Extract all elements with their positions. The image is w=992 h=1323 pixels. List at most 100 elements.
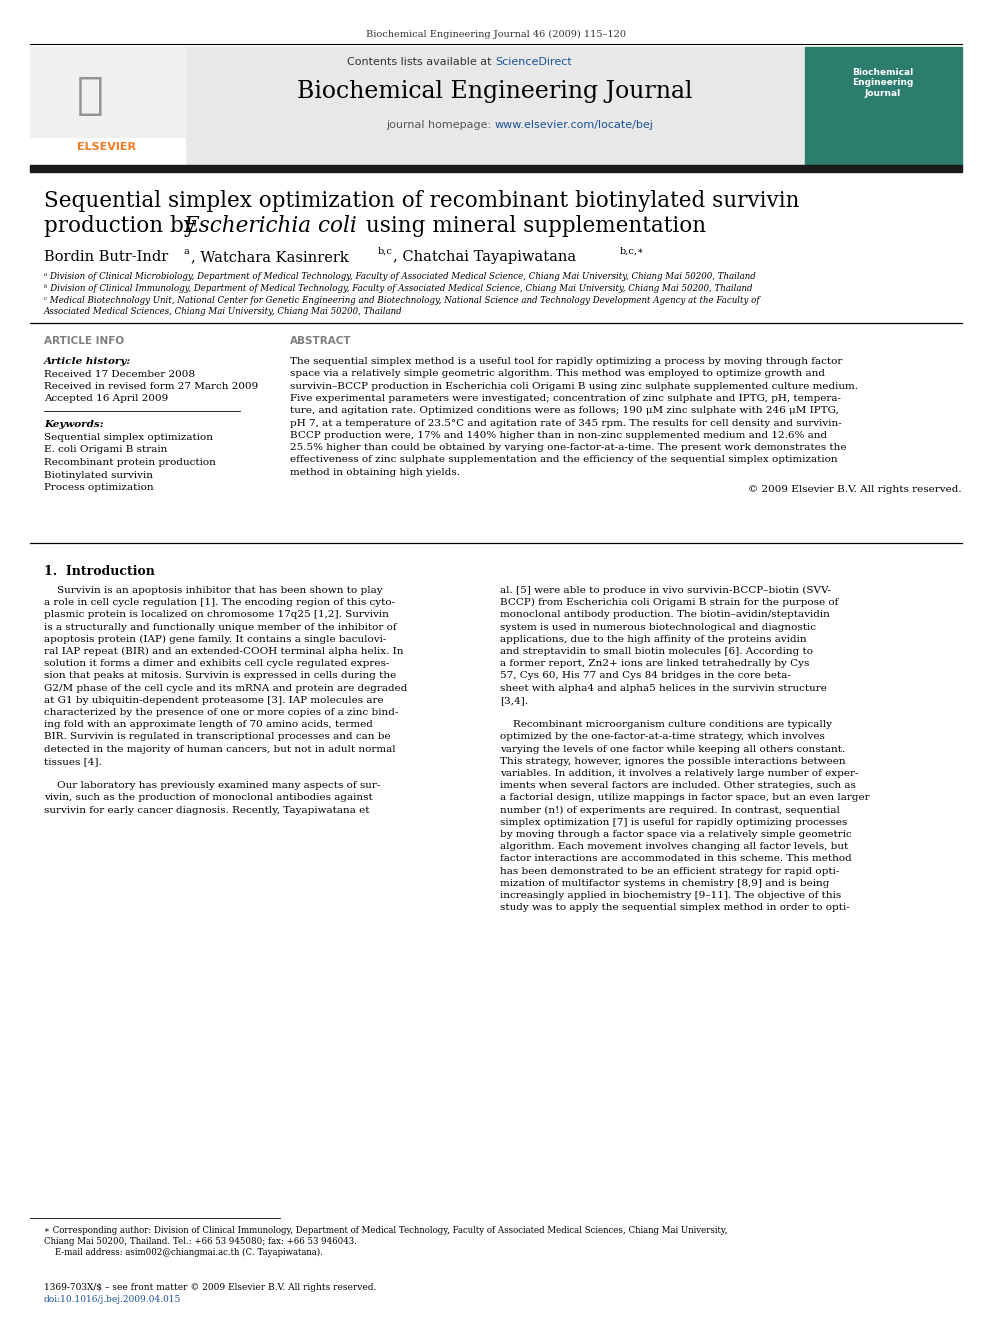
Text: al. [5] were able to produce in vivo survivin-BCCP–biotin (SVV-: al. [5] were able to produce in vivo sur… [500,586,831,595]
Text: effectiveness of zinc sulphate supplementation and the efficiency of the sequent: effectiveness of zinc sulphate supplemen… [290,455,837,464]
Text: This strategy, however, ignores the possible interactions between: This strategy, however, ignores the poss… [500,757,845,766]
Text: Process optimization: Process optimization [44,483,154,492]
Text: E. coli Origami B strain: E. coli Origami B strain [44,446,168,455]
Text: number (n!) of experiments are required. In contrast, sequential: number (n!) of experiments are required.… [500,806,840,815]
Text: iments when several factors are included. Other strategies, such as: iments when several factors are included… [500,781,856,790]
Text: study was to apply the sequential simplex method in order to opti-: study was to apply the sequential simple… [500,904,850,912]
Text: sheet with alpha4 and alpha5 helices in the survivin structure: sheet with alpha4 and alpha5 helices in … [500,684,827,693]
Text: BIR. Survivin is regulated in transcriptional processes and can be: BIR. Survivin is regulated in transcript… [44,733,391,741]
Text: b,c,∗: b,c,∗ [620,247,645,255]
Text: journal homepage:: journal homepage: [386,120,495,130]
Text: [3,4].: [3,4]. [500,696,528,705]
Text: Accepted 16 April 2009: Accepted 16 April 2009 [44,394,169,404]
Text: G2/M phase of the cell cycle and its mRNA and protein are degraded: G2/M phase of the cell cycle and its mRN… [44,684,408,693]
Text: mization of multifactor systems in chemistry [8,9] and is being: mization of multifactor systems in chemi… [500,878,829,888]
Text: , Chatchai Tayapiwatana: , Chatchai Tayapiwatana [393,250,580,265]
Text: Escherichia coli: Escherichia coli [183,216,357,237]
Text: by moving through a factor space via a relatively simple geometric: by moving through a factor space via a r… [500,830,852,839]
Text: a former report, Zn2+ ions are linked tetrahedrally by Cys: a former report, Zn2+ ions are linked te… [500,659,809,668]
Bar [30,165,962,172]
Text: Biotinylated survivin: Biotinylated survivin [44,471,153,479]
Text: ScienceDirect: ScienceDirect [495,57,571,67]
Text: © 2009 Elsevier B.V. All rights reserved.: © 2009 Elsevier B.V. All rights reserved… [748,486,962,493]
Text: factor interactions are accommodated in this scheme. This method: factor interactions are accommodated in … [500,855,852,864]
Text: ᵃ Division of Clinical Microbiology, Department of Medical Technology, Faculty o: ᵃ Division of Clinical Microbiology, Dep… [44,273,756,280]
Text: BCCP) from Escherichia coli Origami B strain for the purpose of: BCCP) from Escherichia coli Origami B st… [500,598,838,607]
Text: space via a relatively simple geometric algorithm. This method was employed to o: space via a relatively simple geometric … [290,369,825,378]
Text: Recombinant microorganism culture conditions are typically: Recombinant microorganism culture condit… [500,720,832,729]
Bar [30,48,185,165]
Text: 1.  Introduction: 1. Introduction [44,565,155,578]
Bar [30,48,185,138]
Text: pH 7, at a temperature of 23.5°C and agitation rate of 345 rpm. The results for : pH 7, at a temperature of 23.5°C and agi… [290,418,842,427]
Text: sion that peaks at mitosis. Survivin is expressed in cells during the: sion that peaks at mitosis. Survivin is … [44,671,396,680]
Text: a role in cell cycle regulation [1]. The encoding region of this cyto-: a role in cell cycle regulation [1]. The… [44,598,395,607]
Text: ᶜ Medical Biotechnology Unit, National Center for Genetic Engineering and Biotec: ᶜ Medical Biotechnology Unit, National C… [44,296,760,306]
Text: at G1 by ubiquitin-dependent proteasome [3]. IAP molecules are: at G1 by ubiquitin-dependent proteasome … [44,696,384,705]
Text: b,c: b,c [378,247,393,255]
Text: detected in the majority of human cancers, but not in adult normal: detected in the majority of human cancer… [44,745,396,754]
Text: 🌲: 🌲 [76,74,103,116]
Text: optimized by the one-factor-at-a-time strategy, which involves: optimized by the one-factor-at-a-time st… [500,733,825,741]
Text: characterized by the presence of one or more copies of a zinc bind-: characterized by the presence of one or … [44,708,399,717]
Text: doi:10.1016/j.bej.2009.04.015: doi:10.1016/j.bej.2009.04.015 [44,1295,182,1304]
Text: variables. In addition, it involves a relatively large number of exper-: variables. In addition, it involves a re… [500,769,858,778]
Text: monoclonal antibody production. The biotin–avidin/steptavidin: monoclonal antibody production. The biot… [500,610,830,619]
Text: Associated Medical Sciences, Chiang Mai University, Chiang Mai 50200, Thailand: Associated Medical Sciences, Chiang Mai … [44,307,403,316]
Text: apoptosis protein (IAP) gene family. It contains a single baculovi-: apoptosis protein (IAP) gene family. It … [44,635,386,644]
Text: method in obtaining high yields.: method in obtaining high yields. [290,468,460,476]
Text: ᵇ Division of Clinical Immunology, Department of Medical Technology, Faculty of : ᵇ Division of Clinical Immunology, Depar… [44,284,753,292]
Text: ing fold with an approximate length of 70 amino acids, termed: ing fold with an approximate length of 7… [44,720,373,729]
Text: Chiang Mai 50200, Thailand. Tel.: +66 53 945080; fax: +66 53 946043.: Chiang Mai 50200, Thailand. Tel.: +66 53… [44,1237,357,1246]
Text: Biochemical Engineering Journal: Biochemical Engineering Journal [298,79,692,103]
Text: applications, due to the high affinity of the proteins avidin: applications, due to the high affinity o… [500,635,806,644]
Text: E-mail address: asim002@chiangmai.ac.th (C. Tayapiwatana).: E-mail address: asim002@chiangmai.ac.th … [44,1248,323,1257]
Text: BCCP production were, 17% and 140% higher than in non-zinc supplemented medium a: BCCP production were, 17% and 140% highe… [290,431,827,439]
Text: Keywords:: Keywords: [44,419,103,429]
Text: ARTICLE INFO: ARTICLE INFO [44,336,124,347]
Bar [805,48,962,165]
Text: 57, Cys 60, His 77 and Cys 84 bridges in the core beta-: 57, Cys 60, His 77 and Cys 84 bridges in… [500,671,791,680]
Text: Received 17 December 2008: Received 17 December 2008 [44,370,195,378]
Text: system is used in numerous biotechnological and diagnostic: system is used in numerous biotechnologi… [500,623,816,631]
Text: survivin for early cancer diagnosis. Recently, Tayapiwatana et: survivin for early cancer diagnosis. Rec… [44,806,369,815]
Text: Biochemical Engineering Journal 46 (2009) 115–120: Biochemical Engineering Journal 46 (2009… [366,30,626,40]
Text: ral IAP repeat (BIR) and an extended-COOH terminal alpha helix. In: ral IAP repeat (BIR) and an extended-COO… [44,647,404,656]
Text: Sequential simplex optimization: Sequential simplex optimization [44,433,213,442]
Text: Bordin Butr-Indr: Bordin Butr-Indr [44,250,169,265]
Text: ABSTRACT: ABSTRACT [290,336,351,347]
Text: 1369-703X/$ – see front matter © 2009 Elsevier B.V. All rights reserved.: 1369-703X/$ – see front matter © 2009 El… [44,1283,376,1293]
Text: using mineral supplementation: using mineral supplementation [359,216,706,237]
Text: ELSEVIER: ELSEVIER [77,142,137,152]
Text: ∗ Corresponding author: Division of Clinical Immunology, Department of Medical T: ∗ Corresponding author: Division of Clin… [44,1226,727,1234]
Text: increasingly applied in biochemistry [9–11]. The objective of this: increasingly applied in biochemistry [9–… [500,890,841,900]
Text: Survivin is an apoptosis inhibitor that has been shown to play: Survivin is an apoptosis inhibitor that … [44,586,383,595]
Text: Contents lists available at: Contents lists available at [347,57,495,67]
Text: Biochemical
Engineering
Journal: Biochemical Engineering Journal [852,67,914,98]
Text: a factorial design, utilize mappings in factor space, but an even larger: a factorial design, utilize mappings in … [500,794,870,803]
Text: The sequential simplex method is a useful tool for rapidly optimizing a process : The sequential simplex method is a usefu… [290,357,842,366]
Text: tissues [4].: tissues [4]. [44,757,102,766]
Text: vivin, such as the production of monoclonal antibodies against: vivin, such as the production of monoclo… [44,794,373,803]
Text: 25.5% higher than could be obtained by varying one-factor-at-a-time. The present: 25.5% higher than could be obtained by v… [290,443,846,452]
Text: Recombinant protein production: Recombinant protein production [44,458,216,467]
Text: varying the levels of one factor while keeping all others constant.: varying the levels of one factor while k… [500,745,845,754]
Text: Our laboratory has previously examined many aspects of sur-: Our laboratory has previously examined m… [44,781,380,790]
Text: www.elsevier.com/locate/bej: www.elsevier.com/locate/bej [495,120,654,130]
Text: Five experimental parameters were investigated; concentration of zinc sulphate a: Five experimental parameters were invest… [290,394,841,404]
Text: Sequential simplex optimization of recombinant biotinylated survivin: Sequential simplex optimization of recom… [44,191,800,212]
Text: , Watchara Kasinrerk: , Watchara Kasinrerk [191,250,349,265]
Text: survivin–BCCP production in Escherichia coli Origami B using zinc sulphate suppl: survivin–BCCP production in Escherichia … [290,381,858,390]
Text: has been demonstrated to be an efficient strategy for rapid opti-: has been demonstrated to be an efficient… [500,867,839,876]
Text: a: a [184,247,189,255]
Bar [185,48,805,165]
Text: ture, and agitation rate. Optimized conditions were as follows; 190 μM zinc sulp: ture, and agitation rate. Optimized cond… [290,406,839,415]
Text: and streptavidin to small biotin molecules [6]. According to: and streptavidin to small biotin molecul… [500,647,813,656]
Text: Received in revised form 27 March 2009: Received in revised form 27 March 2009 [44,382,258,392]
Text: algorithm. Each movement involves changing all factor levels, but: algorithm. Each movement involves changi… [500,843,848,851]
Text: plasmic protein is localized on chromosome 17q25 [1,2]. Survivin: plasmic protein is localized on chromoso… [44,610,389,619]
Text: production by: production by [44,216,203,237]
Text: Article history:: Article history: [44,357,131,366]
Text: is a structurally and functionally unique member of the inhibitor of: is a structurally and functionally uniqu… [44,623,397,631]
Text: solution it forms a dimer and exhibits cell cycle regulated expres-: solution it forms a dimer and exhibits c… [44,659,390,668]
